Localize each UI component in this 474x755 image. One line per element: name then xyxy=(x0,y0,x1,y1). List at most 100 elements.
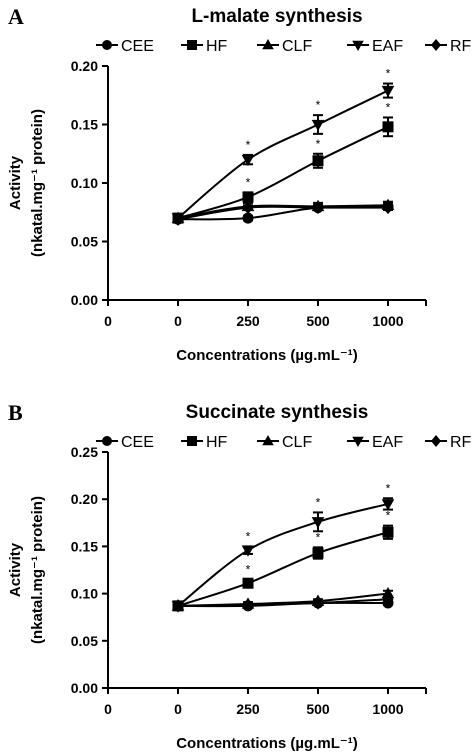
legend-marker-diamond xyxy=(431,39,441,51)
chart-title: L-malate synthesis xyxy=(191,6,362,27)
y-tick-label: 0.05 xyxy=(71,633,98,649)
panel-a: A L-malate synthesis CEE HF CLF EAF RF 0.00 0.05… xyxy=(7,4,472,364)
y-tick-label: 0.05 xyxy=(71,234,98,250)
data-point xyxy=(381,587,395,599)
series-line xyxy=(177,89,389,219)
significance-star: * xyxy=(316,137,321,151)
legend-marker-square xyxy=(187,436,197,446)
data-point xyxy=(311,517,325,529)
significance-star: * xyxy=(246,138,251,152)
data-point xyxy=(241,154,255,167)
legend-item-clf: CLF xyxy=(257,38,312,55)
significance-star: * xyxy=(316,530,321,544)
significance-star: * xyxy=(246,175,251,189)
legend-label: HF xyxy=(206,38,228,55)
y-axis-label-line1: Activity xyxy=(7,542,24,597)
significance-star: * xyxy=(316,495,321,509)
data-point xyxy=(242,598,254,612)
legend-marker-circle xyxy=(102,40,112,50)
x-tick-label: 250 xyxy=(236,313,260,329)
data-point xyxy=(311,119,325,132)
legend-marker-triangle-down xyxy=(352,40,364,51)
legend-marker-circle xyxy=(102,436,112,446)
series-eaf: * * * xyxy=(171,481,395,613)
legend-item-hf: HF xyxy=(181,434,228,451)
x-tick-label: 0 xyxy=(104,701,112,717)
significance-star: * xyxy=(316,98,321,112)
legend-item-rf: RF xyxy=(425,38,472,55)
x-tick-label: 500 xyxy=(306,313,330,329)
data-point xyxy=(172,599,184,613)
x-axis-label: Concentrations (µg.mL⁻¹) xyxy=(176,347,358,364)
significance-star: * xyxy=(246,562,251,576)
data-point xyxy=(382,592,394,606)
data-point xyxy=(242,200,254,215)
series-eaf: * * * xyxy=(171,67,395,225)
legend-label: CEE xyxy=(121,38,154,55)
data-point xyxy=(382,121,394,133)
legend-label: CLF xyxy=(282,38,312,55)
y-axis-label-line2: (nkatal.mg⁻¹ protein) xyxy=(29,109,46,257)
legend-marker-triangle-down xyxy=(352,436,364,447)
y-tick-label: 0.25 xyxy=(71,444,98,460)
series-line xyxy=(177,204,389,220)
x-tick-label: 0 xyxy=(174,701,182,717)
x-tick-label: 0 xyxy=(174,313,182,329)
data-point xyxy=(241,545,255,557)
data-point xyxy=(312,547,324,559)
legend-label: EAF xyxy=(372,38,403,55)
panel-letter: A xyxy=(8,4,24,29)
y-tick-label: 0.15 xyxy=(71,117,98,133)
series-line xyxy=(177,205,388,221)
y-tick-label: 0.20 xyxy=(71,58,98,74)
x-tick-label: 0 xyxy=(104,313,112,329)
legend-item-hf: HF xyxy=(181,38,228,55)
legend-marker-diamond xyxy=(431,435,441,447)
legend-label: RF xyxy=(450,38,472,55)
x-tick-label: 1000 xyxy=(372,701,403,717)
data-point xyxy=(382,200,394,215)
legend-marker-triangle-up xyxy=(262,435,274,446)
legend: CEE HF CLF EAF RF xyxy=(96,434,472,451)
legend-item-cee: CEE xyxy=(96,38,154,55)
legend-label: EAF xyxy=(372,434,403,451)
y-tick-label: 0.00 xyxy=(71,680,98,696)
y-tick-label: 0.15 xyxy=(71,538,98,554)
data-point xyxy=(382,526,394,538)
x-axis-label: Concentrations (µg.mL⁻¹) xyxy=(176,735,358,752)
legend-marker-square xyxy=(187,40,197,50)
data-point xyxy=(312,200,324,215)
x-tick-label: 1000 xyxy=(372,313,403,329)
data-point xyxy=(381,85,395,98)
legend-item-rf: RF xyxy=(425,434,472,451)
significance-star: * xyxy=(386,100,391,114)
significance-star: * xyxy=(386,67,391,81)
chart-title: Succinate synthesis xyxy=(186,402,369,423)
legend-item-clf: CLF xyxy=(257,434,312,451)
data-point xyxy=(381,499,395,511)
significance-star: * xyxy=(386,509,391,523)
legend-label: CLF xyxy=(282,434,312,451)
data-point xyxy=(312,155,324,167)
y-tick-label: 0.10 xyxy=(71,175,98,191)
legend-item-cee: CEE xyxy=(96,434,154,451)
legend-marker-triangle-up xyxy=(262,39,274,50)
y-axis-label-line1: Activity xyxy=(7,155,24,210)
legend-item-eaf: EAF xyxy=(347,434,403,451)
data-point xyxy=(242,212,254,224)
data-point xyxy=(242,191,254,203)
y-tick-label: 0.00 xyxy=(71,292,98,308)
series-line xyxy=(177,502,389,607)
y-tick-label: 0.10 xyxy=(71,586,98,602)
series-rf xyxy=(172,200,394,226)
legend-label: CEE xyxy=(121,434,154,451)
significance-star: * xyxy=(246,529,251,543)
significance-star: * xyxy=(386,481,391,495)
y-tick-label: 0.20 xyxy=(71,491,98,507)
panel-b: B Succinate synthesis CEE HF CLF EAF RF 0.00 0.0… xyxy=(7,400,472,752)
data-point xyxy=(312,596,324,610)
data-point xyxy=(172,212,184,226)
x-tick-label: 500 xyxy=(306,701,330,717)
data-point xyxy=(242,577,254,589)
x-tick-label: 250 xyxy=(236,701,260,717)
